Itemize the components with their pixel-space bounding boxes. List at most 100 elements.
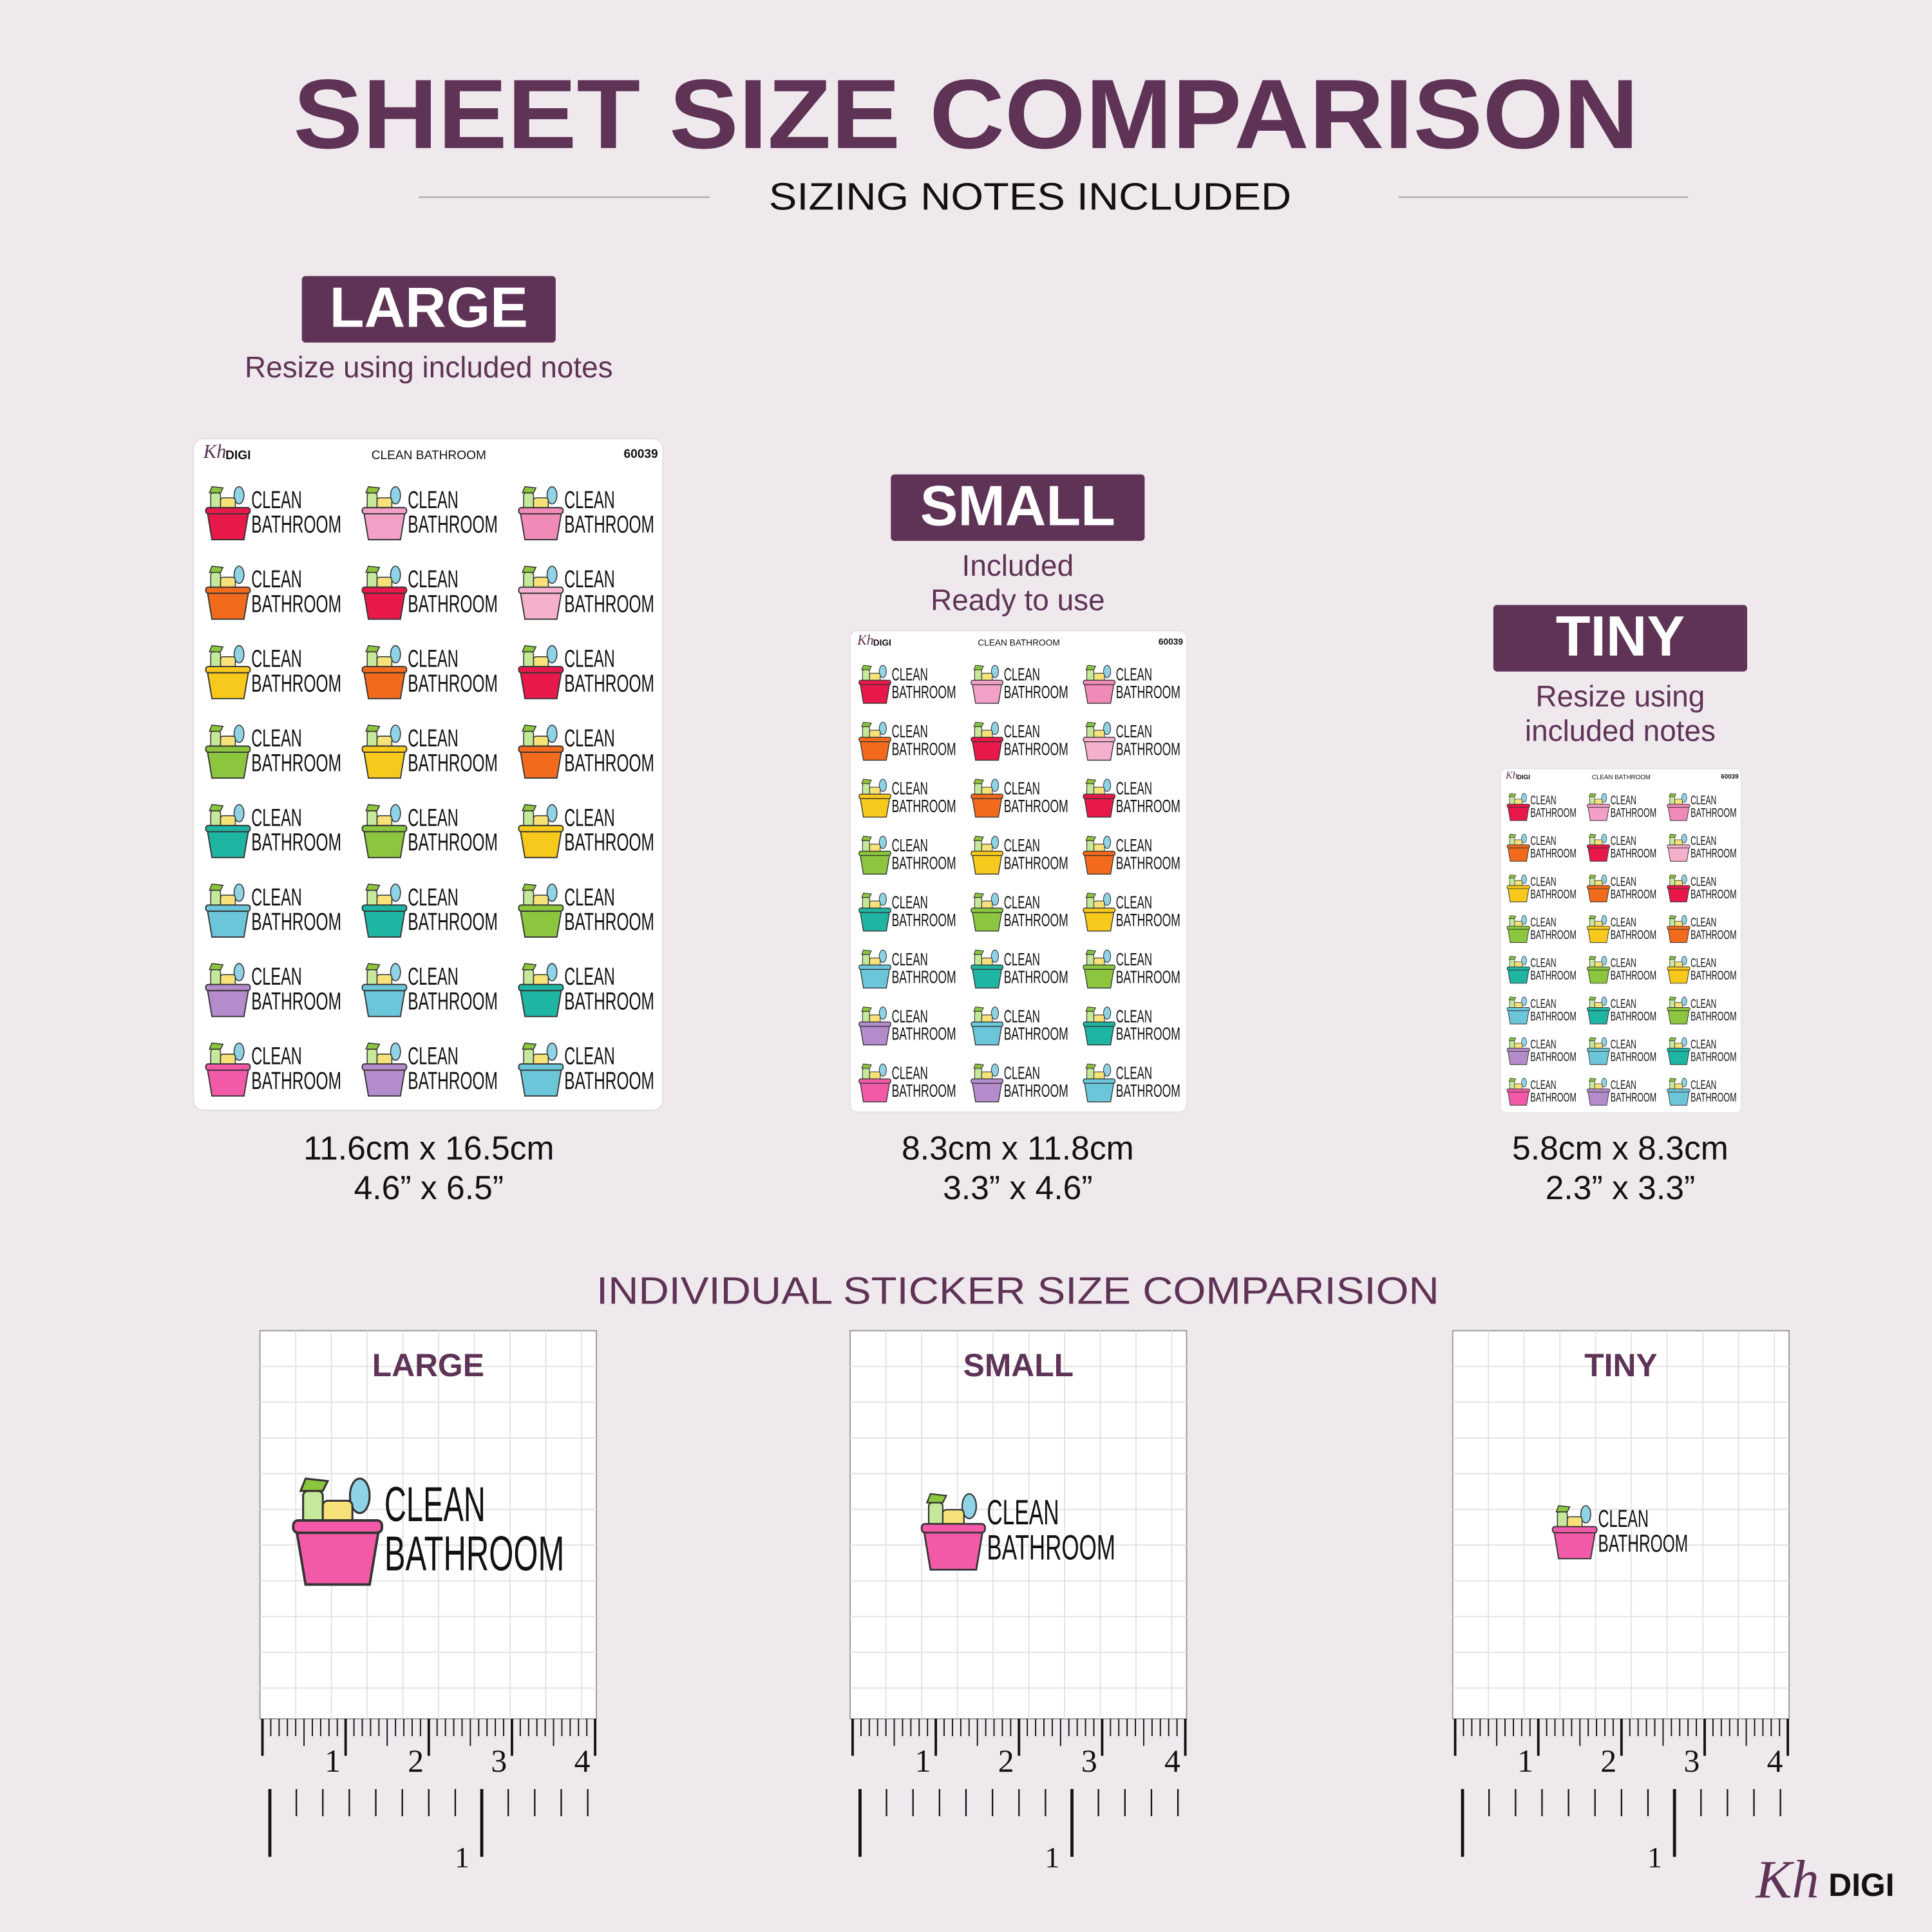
- spray-nozzle: [1588, 793, 1596, 797]
- spray-nozzle: [1085, 721, 1097, 727]
- sticker-line: BATHROOM: [1611, 887, 1656, 902]
- spray-nozzle: [973, 779, 985, 784]
- bucket: [1083, 966, 1115, 989]
- bucket: [859, 681, 891, 704]
- bucket-rim: [1506, 1088, 1530, 1093]
- bucket-rim: [1506, 925, 1530, 930]
- spray-nozzle: [861, 949, 872, 955]
- brush: [390, 565, 401, 584]
- bucket-rim: [1083, 737, 1116, 743]
- size-dimension: 2.3” x 3.3”: [1546, 1169, 1695, 1206]
- brush: [1681, 833, 1687, 844]
- bucket: [294, 1524, 381, 1586]
- sticker-line: CLEAN: [1004, 665, 1040, 685]
- bucket-rim: [858, 1078, 891, 1084]
- brush: [1681, 793, 1687, 803]
- brush: [1681, 1077, 1687, 1088]
- bucket-rim: [518, 666, 564, 674]
- sticker-line: BATHROOM: [1004, 910, 1068, 930]
- bucket-rim: [361, 1063, 408, 1071]
- bucket: [1083, 681, 1115, 704]
- spray-nozzle: [522, 724, 537, 732]
- sticker-line: CLEAN: [1690, 793, 1716, 808]
- brush: [878, 1063, 887, 1077]
- sticker-line: BATHROOM: [251, 749, 341, 777]
- sticker-line: BATHROOM: [1611, 1050, 1656, 1065]
- sticker-line: CLEAN: [408, 1043, 458, 1070]
- bucket-rim: [1506, 1007, 1530, 1011]
- size-note: included notes: [1525, 714, 1716, 748]
- bucket: [1667, 1008, 1690, 1025]
- bucket-rim: [1587, 925, 1611, 930]
- sticker-line: CLEAN: [892, 835, 928, 855]
- brush: [390, 804, 401, 822]
- bucket: [363, 827, 406, 858]
- bucket: [363, 509, 406, 540]
- section-title: INDIVIDUAL STICKER SIZE COMPARISION: [596, 1269, 1439, 1312]
- spray-nozzle: [861, 835, 872, 841]
- size-label: LARGE: [330, 275, 528, 339]
- sticker-line: BATHROOM: [987, 1528, 1115, 1567]
- sticker-line: BATHROOM: [892, 1081, 956, 1101]
- sticker-line: CLEAN: [1530, 834, 1556, 848]
- bucket: [1083, 909, 1115, 932]
- brush: [1601, 874, 1607, 884]
- bucket-rim: [1667, 885, 1690, 889]
- sticker-line: BATHROOM: [1690, 1050, 1736, 1065]
- sheet-brand-script: Kh: [203, 440, 227, 462]
- bucket: [1507, 1090, 1530, 1106]
- spray-nozzle: [209, 486, 224, 494]
- brush: [990, 665, 999, 678]
- panel-label: SMALL: [963, 1347, 1074, 1383]
- brush: [990, 835, 999, 849]
- sticker-line: CLEAN: [1611, 956, 1636, 971]
- bucket-rim: [1083, 907, 1116, 913]
- bucket-rim: [1083, 850, 1116, 857]
- sticker-line: BATHROOM: [1116, 739, 1180, 759]
- panel-label: TINY: [1584, 1347, 1657, 1383]
- spray-nozzle: [973, 1063, 985, 1069]
- sticker-line: CLEAN: [408, 804, 458, 831]
- sticker-line: BATHROOM: [1004, 1081, 1068, 1101]
- brush: [990, 779, 999, 792]
- bucket-rim: [971, 907, 1004, 913]
- bucket-rim: [1667, 1048, 1690, 1052]
- bucket: [1083, 795, 1115, 818]
- sticker-line: CLEAN: [1598, 1505, 1649, 1533]
- ruler-number: 1: [455, 1841, 469, 1874]
- sticker-line: CLEAN: [1530, 997, 1556, 1011]
- sticker-line: BATHROOM: [1690, 1009, 1736, 1023]
- brush: [1103, 721, 1112, 735]
- brush: [1601, 956, 1607, 965]
- bucket: [971, 681, 1003, 704]
- spray-nozzle: [365, 645, 381, 652]
- spray-nozzle: [209, 963, 224, 971]
- sheet-title: CLEAN BATHROOM: [978, 638, 1060, 647]
- ruler-number: 2: [998, 1743, 1014, 1779]
- sticker-line: CLEAN: [1690, 915, 1716, 929]
- sticker-line: BATHROOM: [1116, 910, 1180, 930]
- bucket-rim: [361, 824, 408, 833]
- sticker-line: CLEAN: [1611, 834, 1636, 848]
- sticker-line: BATHROOM: [408, 511, 498, 538]
- bucket: [1507, 967, 1530, 984]
- spray-nozzle: [1588, 874, 1596, 878]
- sticker-line: BATHROOM: [408, 829, 498, 857]
- sticker-line: CLEAN: [1004, 892, 1040, 912]
- sticker-line: CLEAN: [564, 884, 614, 911]
- spray-nozzle: [522, 1042, 537, 1050]
- bucket-rim: [1551, 1526, 1598, 1534]
